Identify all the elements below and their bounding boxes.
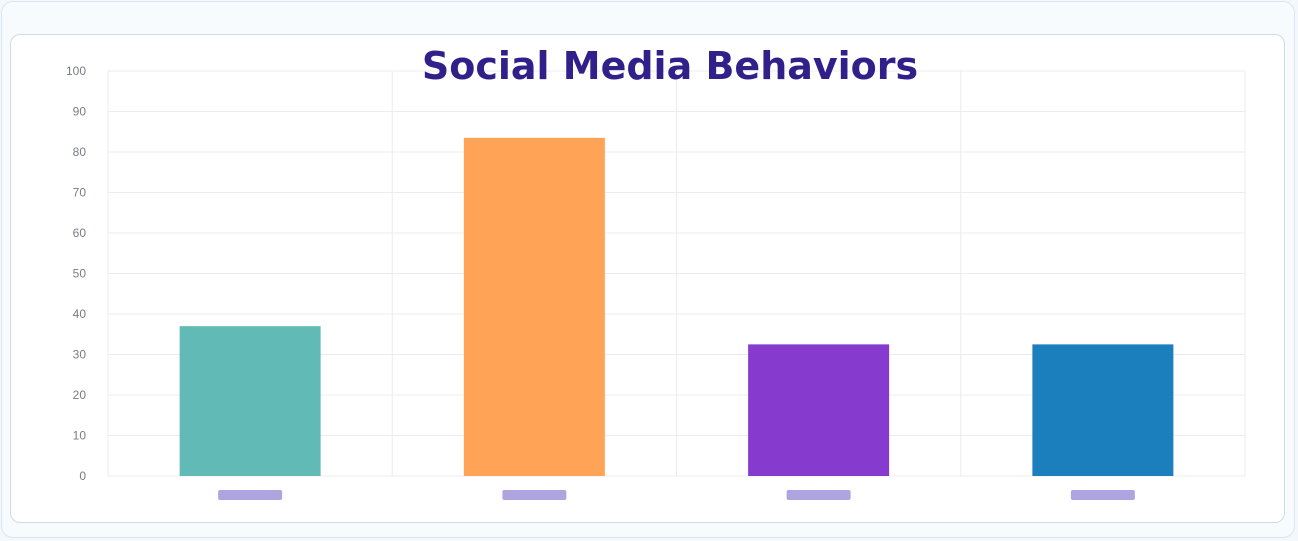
x-tick-label-1: [218, 490, 283, 500]
y-tick-label: 60: [73, 226, 87, 240]
x-tick-label-4: [1070, 490, 1135, 500]
x-tick-label-3: [786, 490, 851, 500]
x-tick-label-2: [502, 490, 567, 500]
bar-4: [1032, 344, 1174, 476]
y-tick-label: 70: [73, 186, 87, 200]
y-tick-label: 50: [73, 267, 87, 281]
y-tick-label: 30: [73, 348, 87, 362]
x-axis-labels: [218, 490, 1135, 500]
bar-2: [463, 137, 605, 476]
bars: [179, 137, 1174, 476]
y-tick-label: 0: [79, 469, 86, 483]
bar-1: [179, 326, 321, 476]
y-tick-label: 20: [73, 388, 87, 402]
bar-3: [748, 344, 890, 476]
y-tick-label: 10: [73, 429, 87, 443]
y-tick-label: 80: [73, 145, 87, 159]
y-tick-label: 90: [73, 105, 87, 119]
y-tick-label: 40: [73, 307, 87, 321]
chart-title: Social Media Behaviors: [422, 44, 918, 88]
y-axis-ticks: 0 10 20 30 40 50 60 70 80 90 100: [66, 64, 86, 483]
y-tick-label: 100: [66, 64, 86, 78]
